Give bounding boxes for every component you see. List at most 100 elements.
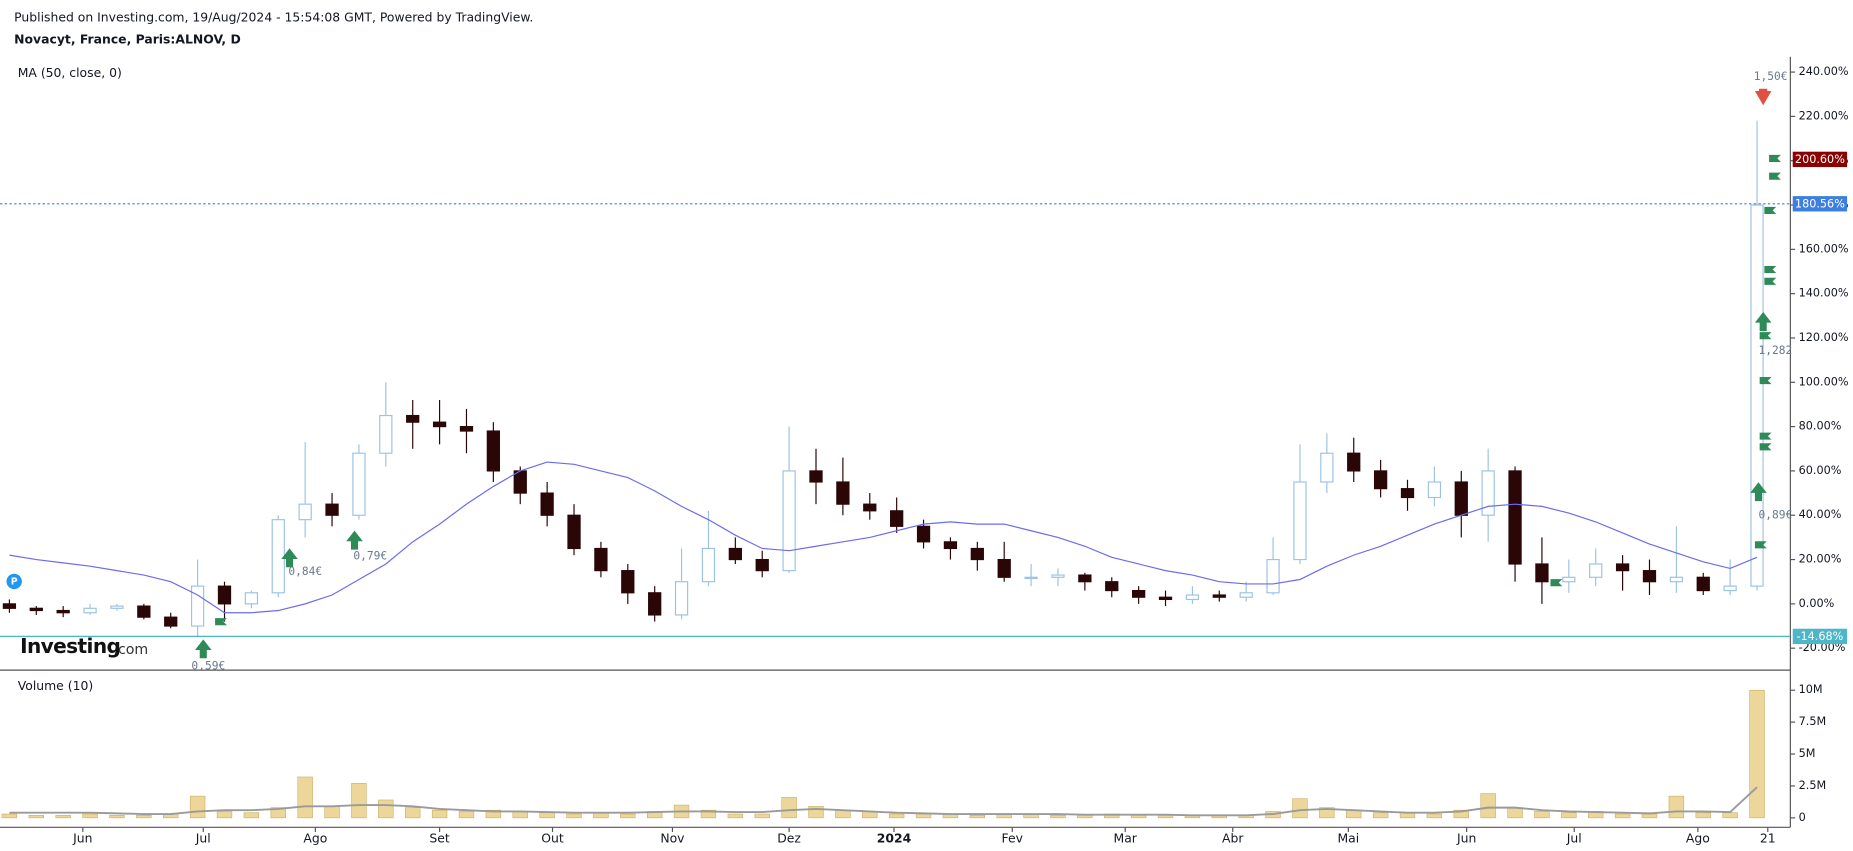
x-tick-label: Nov xyxy=(660,831,684,846)
volume-bar xyxy=(1614,813,1631,819)
y-tick-label: 0 xyxy=(1799,811,1806,824)
candle-body xyxy=(137,605,151,618)
candle-body xyxy=(540,492,554,516)
candle-body xyxy=(1750,204,1764,587)
y-tick-label: 60.00% xyxy=(1799,464,1842,477)
candle-body xyxy=(1320,452,1334,483)
y-tick-label: 140.00% xyxy=(1799,287,1849,300)
volume-bar xyxy=(485,809,502,819)
candle-body xyxy=(217,585,232,605)
y-tick-label: 20.00% xyxy=(1799,553,1842,566)
candle-body xyxy=(1239,592,1253,598)
badge-text: P xyxy=(11,577,18,588)
volume-bar xyxy=(781,797,797,819)
volume-bar xyxy=(270,807,286,819)
y-tick-label: 0.00% xyxy=(1799,597,1835,610)
candle-body xyxy=(1266,558,1280,594)
volume-bar xyxy=(351,783,367,819)
candle-body xyxy=(1400,488,1415,499)
candle-body xyxy=(83,607,97,614)
volume-bar xyxy=(888,813,905,819)
candle-body xyxy=(190,585,205,627)
candle-body xyxy=(1669,576,1684,583)
x-tick-label: Dez xyxy=(777,831,801,846)
y-tick-label: 160.00% xyxy=(1799,242,1849,255)
candle-body xyxy=(1535,563,1549,583)
x-tick-label: Jun xyxy=(1456,831,1476,846)
volume-legend: Volume (10) xyxy=(18,678,93,693)
volume-ma-line xyxy=(9,786,1758,817)
volume-bar xyxy=(1695,812,1711,819)
candle-body xyxy=(56,609,70,614)
candle-body xyxy=(164,616,178,627)
candle-body xyxy=(1373,470,1388,490)
candle-body xyxy=(244,592,259,605)
y-tick-label: 5M xyxy=(1799,747,1816,760)
annotation: 1,50€ xyxy=(1754,70,1788,83)
x-tick-label: Mar xyxy=(1114,831,1138,846)
candle-body xyxy=(836,481,850,505)
buy-arrows xyxy=(194,312,1772,659)
volume-bar xyxy=(55,814,71,819)
candle-body xyxy=(674,581,689,616)
volume-bar xyxy=(1050,814,1066,819)
price-label: 180.56% xyxy=(1795,197,1845,210)
candle-body xyxy=(459,426,474,432)
volume-bar xyxy=(243,812,260,819)
candle-body xyxy=(432,421,447,428)
volume-bar xyxy=(1292,798,1308,819)
volume-bar xyxy=(566,813,582,819)
candle-body xyxy=(1185,594,1200,601)
volume-bar xyxy=(1077,814,1093,819)
candle-body xyxy=(916,525,931,543)
y-tick-label: 100.00% xyxy=(1799,375,1849,388)
annotation: 0,59€ xyxy=(191,660,225,673)
published-note: Published on Investing.com, 19/Aug/2024 … xyxy=(14,9,533,24)
volume-bar xyxy=(969,814,986,819)
x-tick-label: Jul xyxy=(1566,831,1582,846)
y-tick-label: 10M xyxy=(1799,683,1823,696)
x-tick-label: 21 xyxy=(1760,831,1776,846)
logo-suffix: .com xyxy=(113,642,148,658)
y-tick-label: 2.5M xyxy=(1799,779,1827,792)
volume-bar xyxy=(1,813,18,819)
annotation: 1,282 xyxy=(1758,344,1792,357)
volume-bar xyxy=(1749,689,1765,819)
logo: Investing xyxy=(20,634,120,658)
volume-bar xyxy=(1130,814,1147,819)
volume-bar xyxy=(109,814,125,819)
candle-body xyxy=(1158,596,1173,601)
volume-bar xyxy=(1561,812,1577,819)
candle-body xyxy=(567,514,581,550)
volume-bar xyxy=(189,795,206,819)
volume-bar xyxy=(1426,813,1443,819)
volume-bar xyxy=(727,813,744,819)
candle-body xyxy=(271,519,285,594)
x-tick-label: Abr xyxy=(1222,831,1244,846)
volume-bar xyxy=(1534,811,1550,819)
candle-body xyxy=(486,430,501,472)
y-tick-label: 80.00% xyxy=(1799,420,1842,433)
candle-body xyxy=(1293,481,1307,561)
candle-body xyxy=(1589,563,1603,578)
x-tick-label: Ago xyxy=(303,831,327,846)
candle-body xyxy=(621,570,635,594)
flags xyxy=(215,154,1781,626)
candle-body xyxy=(379,414,393,454)
volume-bar xyxy=(700,809,717,819)
price-label-box xyxy=(1792,196,1848,212)
candle-body xyxy=(1427,481,1442,499)
volume-bar xyxy=(620,813,636,819)
volume-bar xyxy=(915,813,932,819)
candle-body xyxy=(406,414,420,423)
volume-bar xyxy=(297,776,313,819)
candle-body xyxy=(1347,452,1361,472)
candle-body xyxy=(1024,576,1038,580)
candle-body xyxy=(1696,576,1710,592)
marks: -20.00% 0.00% 20.00% 40.00% 60.00% 80.00% 100.… xyxy=(0,65,1849,846)
ma-line xyxy=(9,461,1758,614)
candle-body xyxy=(1212,594,1226,598)
x-tick-label: Mai xyxy=(1337,831,1359,846)
candle-body xyxy=(594,547,608,572)
candle-body xyxy=(1615,563,1630,572)
